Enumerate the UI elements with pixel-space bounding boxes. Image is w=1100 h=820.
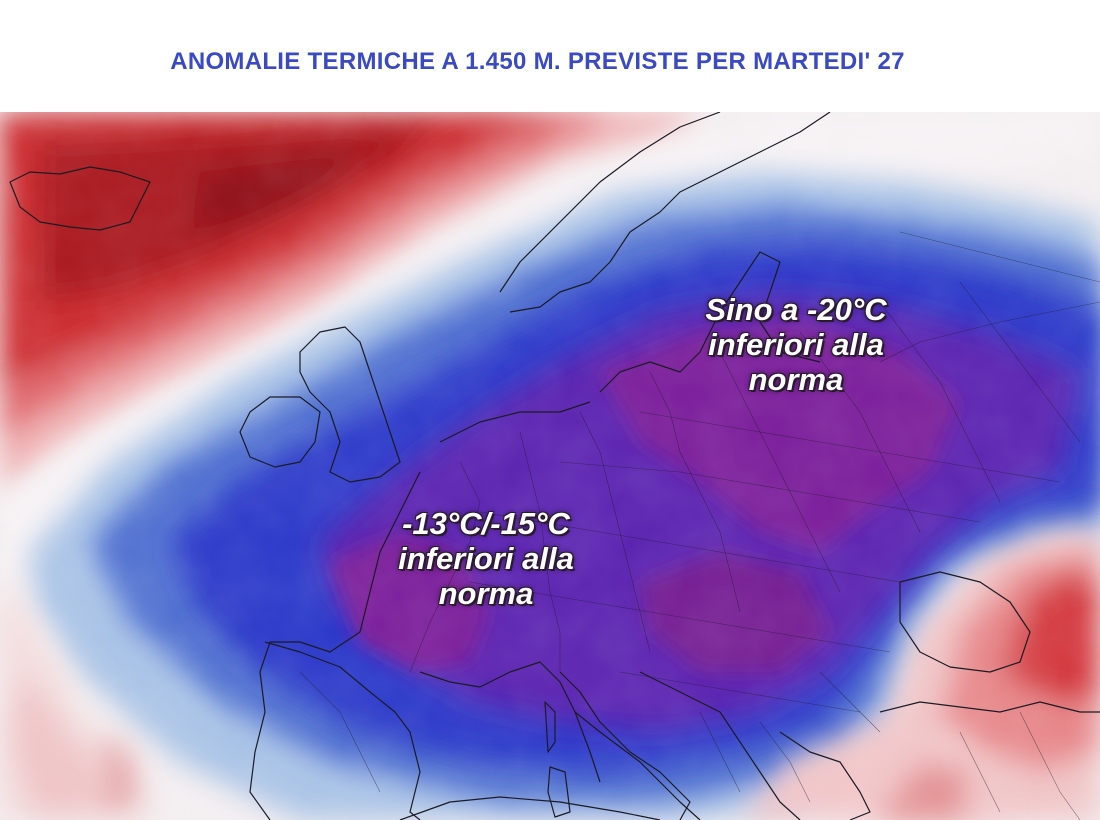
country-borders <box>299 231 1100 820</box>
annotation-west-line1: -13°C/-15°C <box>402 506 570 541</box>
annotation-west-line2: inferiori alla <box>398 541 574 576</box>
balkans-coast <box>639 671 801 820</box>
scandinavia-coast <box>499 112 831 313</box>
black-sea-coast <box>899 571 1031 673</box>
annotation-east-line2: inferiori alla <box>708 327 884 362</box>
header: ANOMALIE TERMICHE A 1.450 M. PREVISTE PE… <box>0 0 1100 112</box>
anomaly-field <box>0 112 1100 820</box>
africa-coast <box>399 796 661 820</box>
ireland-coast <box>239 396 321 468</box>
corsica-sardinia <box>544 701 571 818</box>
continent-west-coast <box>249 401 591 820</box>
annotation-east-line3: norma <box>748 362 844 397</box>
greece-coast <box>779 731 871 820</box>
baltic-coast <box>599 251 821 393</box>
mediterranean-north-coast <box>419 661 701 820</box>
coastlines <box>9 112 1100 820</box>
annotation-west: -13°C/-15°C inferiori alla norma <box>366 506 606 611</box>
annotation-east: Sino a -20°C inferiori alla norma <box>676 292 916 397</box>
anomaly-map: Sino a -20°C inferiori alla norma -13°C/… <box>0 112 1100 820</box>
annotation-west-line3: norma <box>438 576 534 611</box>
turkey-coast <box>879 701 1100 713</box>
texture-overlay <box>0 112 1100 820</box>
britain-coast <box>299 326 401 483</box>
map-title: ANOMALIE TERMICHE A 1.450 M. PREVISTE PE… <box>170 48 905 75</box>
iceland-coast <box>9 166 151 231</box>
annotation-east-line1: Sino a -20°C <box>705 292 887 327</box>
iberia-coast <box>264 641 421 820</box>
italy-coast <box>559 671 691 820</box>
